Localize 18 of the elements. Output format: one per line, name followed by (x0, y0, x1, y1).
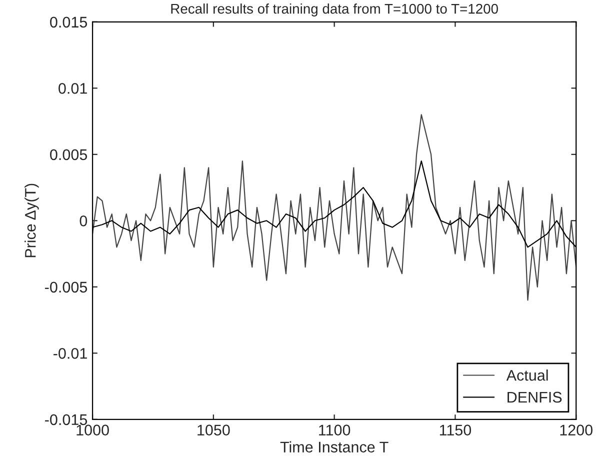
legend-label: DENFIS (508, 392, 562, 403)
y-tick-label: 0.01 (58, 83, 87, 94)
x-tick-label: 1150 (440, 424, 472, 436)
x-tick-label: 1100 (319, 424, 350, 436)
y-tick-label: 0.005 (50, 149, 88, 160)
x-tick-label: 1000 (76, 424, 109, 436)
line-series (92, 114, 576, 301)
legend-label: Actual (506, 370, 548, 381)
y-tick-label: -0.005 (45, 282, 88, 293)
x-tick-label: 1050 (198, 424, 230, 436)
y-tick-label: -0.01 (54, 348, 87, 359)
x-axis-title: Time Instance T (280, 441, 388, 453)
chart-title: Recall results of training data from T=1000 to T=1200 (171, 4, 498, 16)
y-tick-label: 0 (80, 216, 88, 226)
y-tick-label: 0.015 (50, 16, 88, 28)
y-axis-title: Price Δy(T) (24, 184, 39, 258)
y-tick-label: -0.015 (45, 414, 88, 426)
x-tick-label: 1200 (560, 424, 593, 436)
